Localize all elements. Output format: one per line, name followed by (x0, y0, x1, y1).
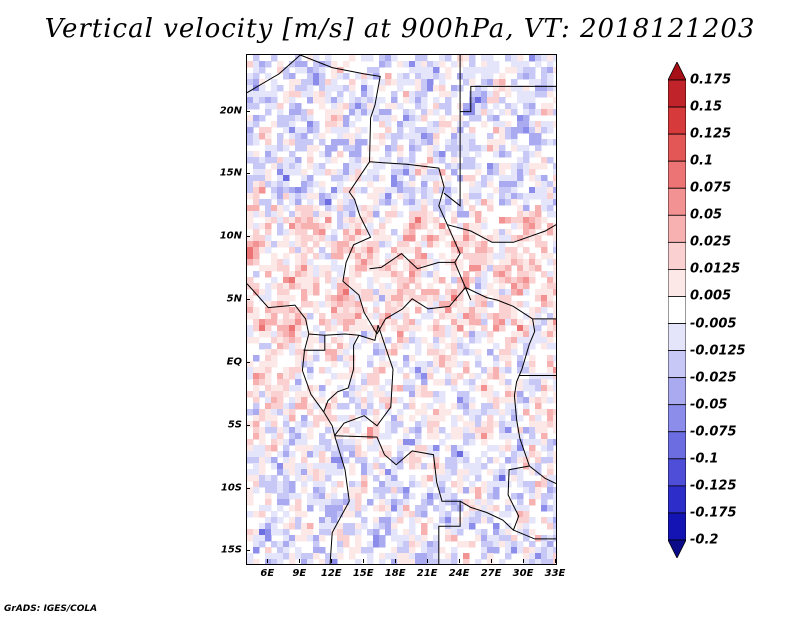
grads-credit: GrADS: IGES/COLA (4, 604, 98, 614)
colorbar-swatch (668, 431, 686, 460)
lon-tick-label: 30E (512, 568, 534, 579)
lat-tick-label: 20N (219, 105, 242, 117)
map-panel (246, 54, 557, 565)
lat-tick-mark (246, 299, 250, 301)
colorbar-swatch (668, 106, 686, 135)
colorbar-label: -0.0125 (690, 343, 746, 359)
colorbar-label: -0.125 (690, 478, 737, 494)
colorbar-label: -0.005 (690, 316, 737, 332)
lon-tick-label: 27E (480, 568, 502, 579)
lat-tick-label: 10S (220, 482, 242, 494)
colorbar-label: 0.1 (690, 153, 714, 169)
lon-tick-mark (331, 559, 333, 563)
colorbar-label: 0.175 (690, 72, 732, 88)
colorbar-swatch (668, 485, 686, 514)
lat-tick-label: 15S (220, 544, 242, 556)
lat-tick-label: 5N (226, 293, 242, 305)
lat-tick-mark (246, 424, 250, 426)
lon-tick-mark (427, 559, 429, 563)
lon-tick-label: 18E (384, 568, 406, 579)
plot-title: Vertical velocity [m/s] at 900hPa, VT: 2… (44, 14, 756, 44)
velocity-cells (247, 55, 556, 564)
lon-tick-mark (267, 559, 269, 563)
lat-tick-label: EQ (226, 356, 242, 368)
lat-tick-label: 10N (219, 230, 242, 242)
lat-tick-mark (246, 550, 250, 552)
colorbar-swatch (668, 187, 686, 216)
colorbar-swatch (668, 404, 686, 433)
lon-tick-mark (395, 559, 397, 563)
lon-tick-label: 9E (292, 568, 307, 579)
colorbar-swatch (668, 133, 686, 162)
colorbar-label: -0.2 (690, 532, 719, 548)
colorbar-label: 0.0125 (690, 261, 741, 277)
colorbar-label: -0.075 (690, 424, 737, 440)
lon-tick-mark (523, 559, 525, 563)
colorbar-swatch (668, 323, 686, 351)
colorbar-label: 0.05 (690, 207, 723, 223)
vertical-velocity-field (247, 55, 556, 564)
lon-tick-mark (363, 559, 365, 563)
colorbar-label: 0.075 (690, 180, 732, 196)
colorbar-label: 0.025 (690, 234, 732, 250)
lon-tick-mark (555, 559, 556, 563)
lat-tick-mark (246, 173, 250, 175)
colorbar-swatch (668, 539, 686, 558)
lon-tick-label: 6E (260, 568, 275, 579)
lat-tick-mark (246, 236, 250, 238)
colorbar-swatch (668, 296, 686, 324)
lat-tick-mark (246, 361, 250, 363)
colorbar-swatch (668, 377, 686, 406)
colorbar-label: 0.15 (690, 99, 723, 115)
colorbar-label: 0.005 (690, 288, 732, 304)
colorbar-swatch (668, 160, 686, 189)
colorbar-swatch (668, 241, 686, 270)
colorbar-label: -0.175 (690, 505, 737, 521)
lon-tick-label: 15E (352, 568, 374, 579)
colorbar-swatch (668, 458, 686, 487)
lat-tick-label: 15N (219, 167, 242, 179)
lon-tick-mark (299, 559, 301, 563)
country-borders (247, 55, 556, 564)
colorbar-swatch (668, 214, 686, 243)
lat-tick-mark (246, 487, 250, 489)
colorbar-label: -0.05 (690, 397, 728, 413)
colorbar-label: -0.1 (690, 451, 719, 467)
lon-tick-label: 24E (448, 568, 470, 579)
lon-tick-label: 12E (320, 568, 342, 579)
lon-tick-label: 21E (416, 568, 438, 579)
colorbar-swatch (668, 350, 686, 379)
lon-tick-mark (491, 559, 493, 563)
colorbar (668, 62, 686, 558)
lon-tick-label: 33E (544, 568, 566, 579)
colorbar-label: 0.125 (690, 126, 732, 142)
colorbar-label: -0.025 (690, 370, 737, 386)
colorbar-swatch (668, 62, 686, 81)
lat-tick-mark (246, 110, 250, 112)
lon-tick-mark (459, 559, 461, 563)
colorbar-swatch (668, 269, 686, 297)
colorbar-swatch (668, 79, 686, 108)
lat-tick-label: 5S (227, 419, 242, 431)
colorbar-swatch (668, 512, 686, 541)
